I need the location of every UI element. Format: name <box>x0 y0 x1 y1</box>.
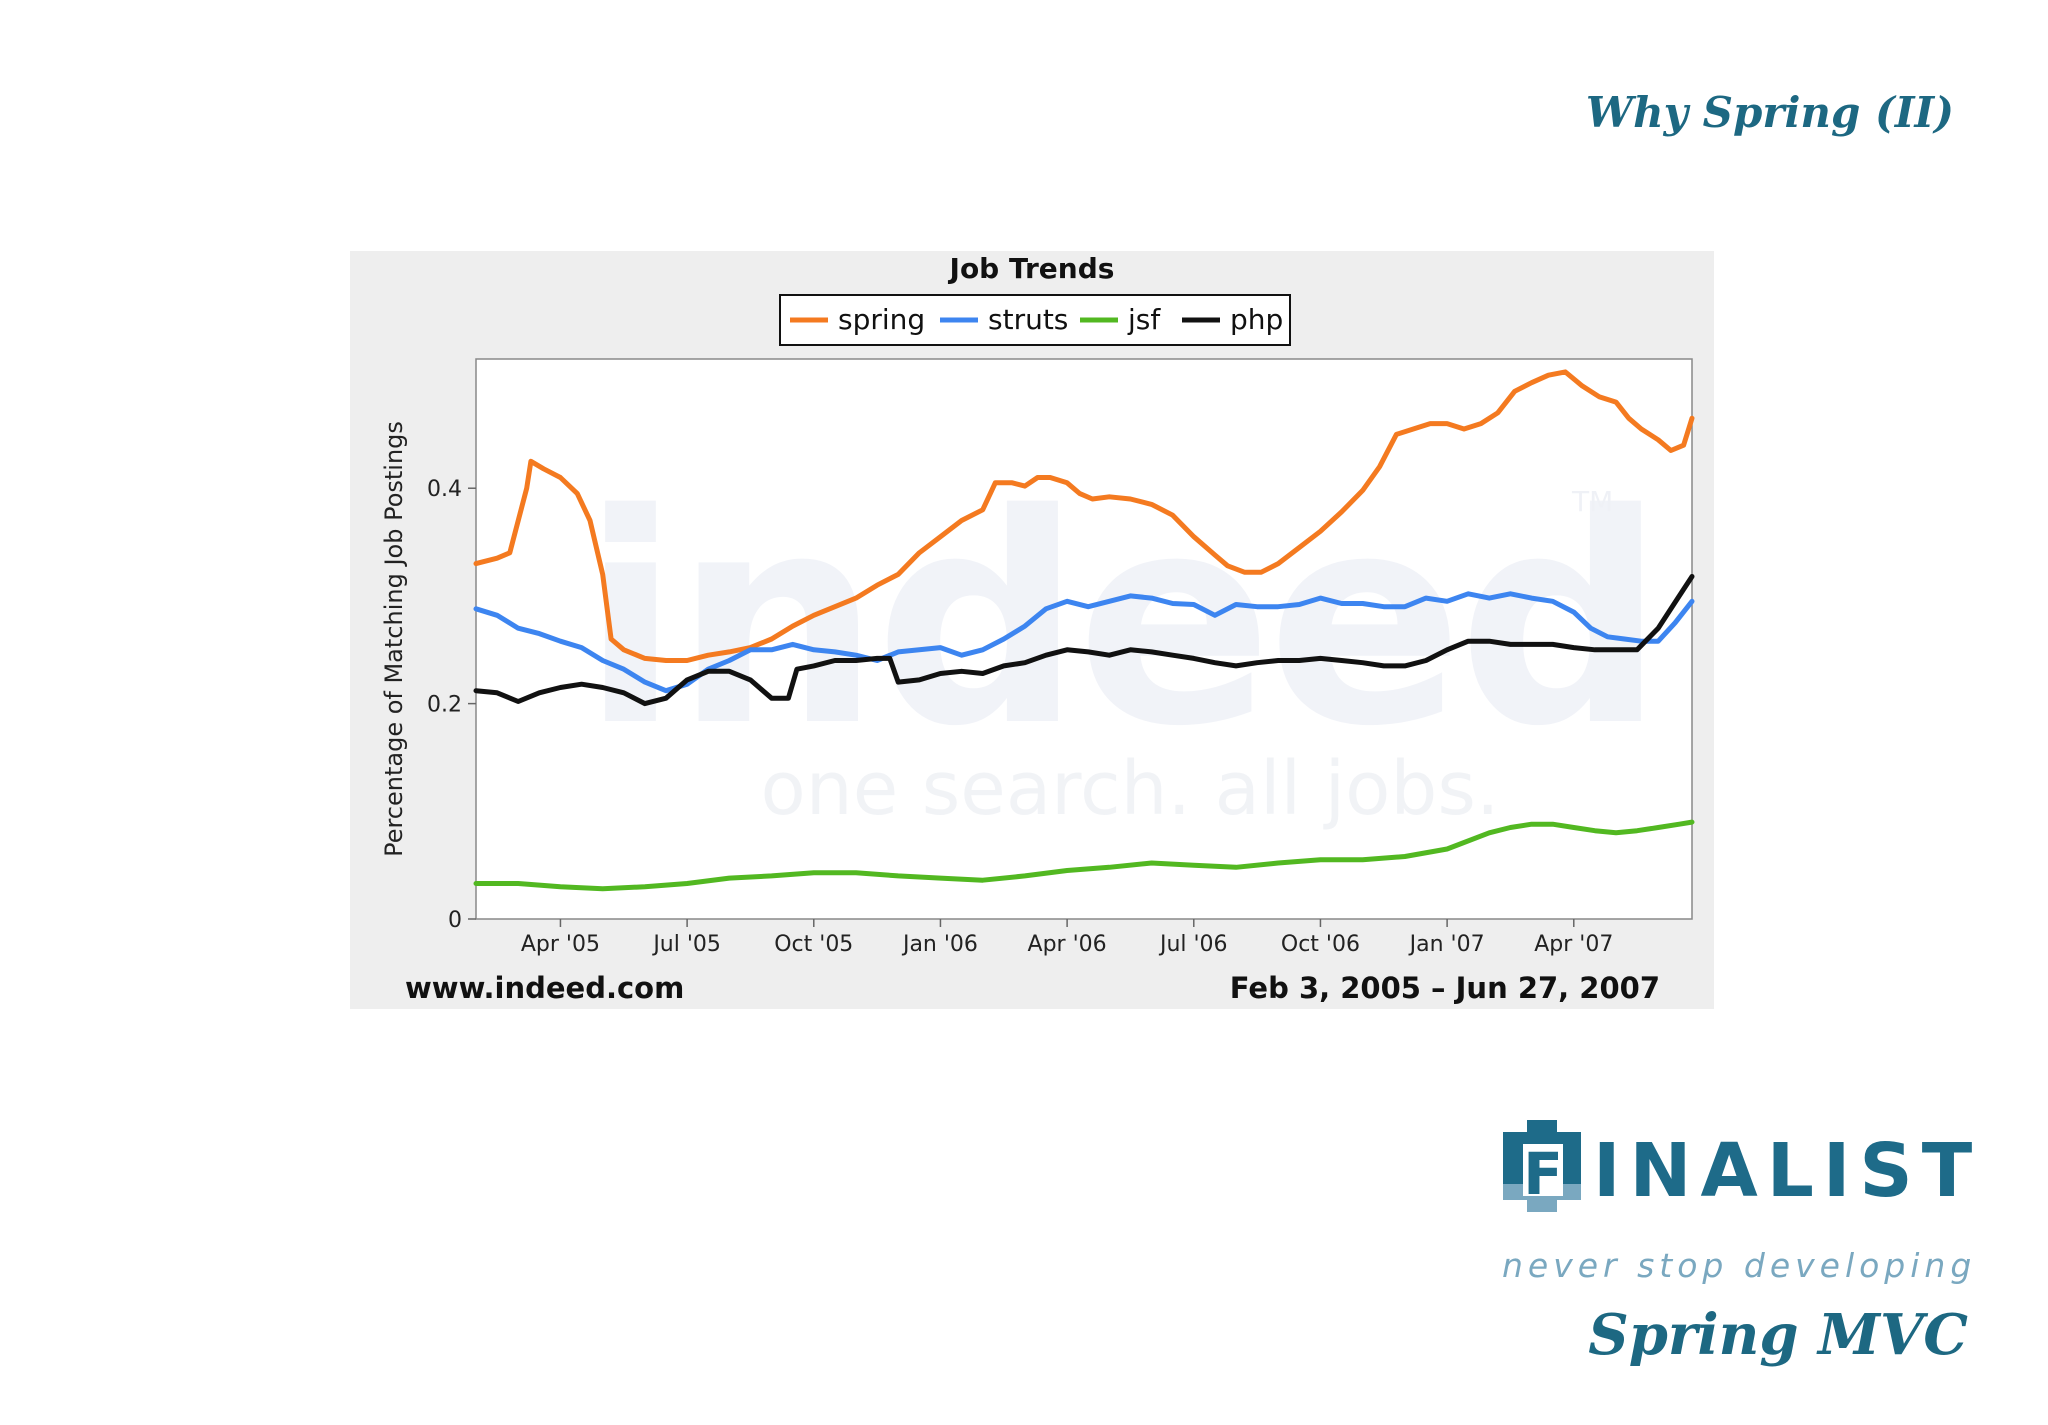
watermark-brand: indeed <box>581 453 1659 790</box>
logo-wordmark: INALIST <box>1593 1128 1982 1214</box>
series-line-jsf <box>473 819 1695 892</box>
y-tick-label: 0.4 <box>427 477 462 502</box>
logo-initial: F <box>1523 1140 1563 1208</box>
x-tick-label: Apr '05 <box>521 932 600 957</box>
x-tick-label: Jul '06 <box>1158 932 1228 957</box>
indeed-watermark: indeed TM one search. all jobs. <box>581 453 1665 832</box>
slide-subtitle: Spring MVC <box>1588 1302 1968 1368</box>
chart-title: Job Trends <box>948 252 1115 285</box>
legend-label-spring: spring <box>838 303 925 336</box>
finalist-logo-mark: F <box>1503 1120 1581 1212</box>
legend-label-jsf: jsf <box>1127 303 1161 336</box>
logo-tagline: never stop developing <box>1502 1246 1977 1285</box>
x-tick-label: Oct '06 <box>1281 932 1360 957</box>
chart-date-range: Feb 3, 2005 – Jun 27, 2007 <box>1230 971 1660 1005</box>
x-tick-label: Jan '07 <box>1408 932 1485 957</box>
x-axis: Apr '05 Jul '05 Oct '05 Jan '06 Apr '06 Jul '… <box>521 919 1613 957</box>
y-axis: 0 0.2 0.4 <box>427 477 476 933</box>
legend-label-php: php <box>1230 303 1283 336</box>
y-axis-label: Percentage of Matching Job Postings <box>380 421 408 857</box>
chart-source: www.indeed.com <box>405 971 684 1005</box>
x-tick-label: Apr '06 <box>1028 932 1107 957</box>
slide-title: Why Spring (II) <box>1585 88 1954 137</box>
x-tick-label: Oct '05 <box>774 932 853 957</box>
watermark-slogan: one search. all jobs. <box>761 746 1500 832</box>
job-trends-chart: Job Trends spring struts jsf php indeed TM … <box>380 252 1695 1005</box>
watermark-trademark: TM <box>1571 485 1613 518</box>
x-tick-label: Jan '06 <box>901 932 978 957</box>
x-tick-label: Apr '07 <box>1534 932 1613 957</box>
legend-label-struts: struts <box>988 303 1068 336</box>
series-line-spring <box>473 369 1695 663</box>
series-line-php <box>473 574 1695 707</box>
y-tick-label: 0.2 <box>427 693 462 718</box>
y-tick-label: 0 <box>448 908 462 933</box>
x-tick-label: Jul '05 <box>651 932 721 957</box>
series-layer <box>473 369 1695 892</box>
finalist-logo: F INALIST <box>1497 1110 1977 1240</box>
chart-legend: spring struts jsf php <box>779 294 1291 346</box>
job-trends-chart-panel: Job Trends spring struts jsf php indeed TM … <box>350 251 1714 1009</box>
